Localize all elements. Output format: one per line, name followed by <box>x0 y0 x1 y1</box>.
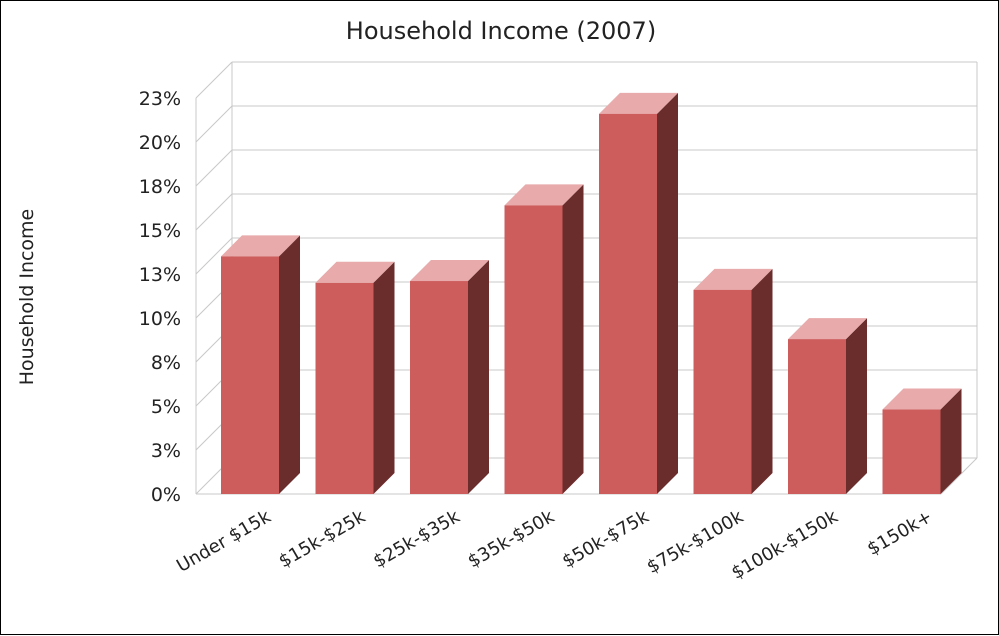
x-tick-label: Under $15k <box>173 506 275 577</box>
bar-top <box>410 260 489 282</box>
y-tick-label: 20% <box>139 132 181 154</box>
y-tick-label: 18% <box>139 176 181 198</box>
bars-layer <box>221 92 962 495</box>
gridline-depth <box>195 193 233 231</box>
y-tick-label: 10% <box>139 308 181 330</box>
bar <box>410 260 489 494</box>
floor-right-edge <box>940 457 978 495</box>
bar-top <box>599 92 678 114</box>
bar-side <box>562 184 584 495</box>
x-tick-label: $150k+ <box>864 506 936 560</box>
bar-top <box>693 268 773 290</box>
gridline-depth <box>195 105 233 143</box>
bar-side <box>846 318 867 494</box>
bar <box>504 184 584 495</box>
bar-top <box>882 388 962 410</box>
bar <box>221 235 300 494</box>
bar-top <box>788 318 867 340</box>
bar-front <box>221 256 279 494</box>
bar-top <box>315 261 395 283</box>
x-tick-label: $25k-$35k <box>370 506 464 573</box>
bar-side <box>751 268 773 494</box>
bar-side <box>373 261 395 494</box>
x-tick-label: $15k-$25k <box>275 506 369 573</box>
y-tick-label: 0% <box>151 484 181 506</box>
bar-side <box>279 235 300 494</box>
gridline-depth <box>195 61 233 99</box>
bar-top <box>504 184 584 206</box>
bar <box>788 318 867 494</box>
bar <box>693 268 773 494</box>
y-tick-label: 8% <box>151 352 181 374</box>
gridline-depth <box>195 149 233 187</box>
x-tick-label: $35k-$50k <box>464 506 558 573</box>
y-tick-label: 5% <box>151 396 181 418</box>
bar-top <box>221 235 300 257</box>
bar-front <box>504 205 563 495</box>
x-tick-label: $50k-$75k <box>559 506 653 573</box>
bar <box>315 261 395 494</box>
bar-side <box>657 92 678 494</box>
y-tick-label: 15% <box>139 220 181 242</box>
bar-side <box>468 260 489 494</box>
x-tick-label: $100k-$150k <box>728 506 842 584</box>
chart-title: Household Income (2007) <box>346 17 656 45</box>
bar-front <box>410 281 468 494</box>
y-tick-label: 23% <box>139 88 181 110</box>
y-axis-label: Household Income <box>16 209 38 386</box>
bar-side <box>940 388 962 494</box>
bar-front <box>315 282 374 494</box>
bar <box>599 92 678 494</box>
y-tick-label: 3% <box>151 440 181 462</box>
bar-front <box>882 409 941 494</box>
bar-front <box>788 339 846 494</box>
bar <box>882 388 962 494</box>
bar-front <box>599 113 657 494</box>
y-tick-label: 13% <box>139 264 181 286</box>
bar-front <box>693 289 752 494</box>
gridline-depth <box>195 237 233 275</box>
